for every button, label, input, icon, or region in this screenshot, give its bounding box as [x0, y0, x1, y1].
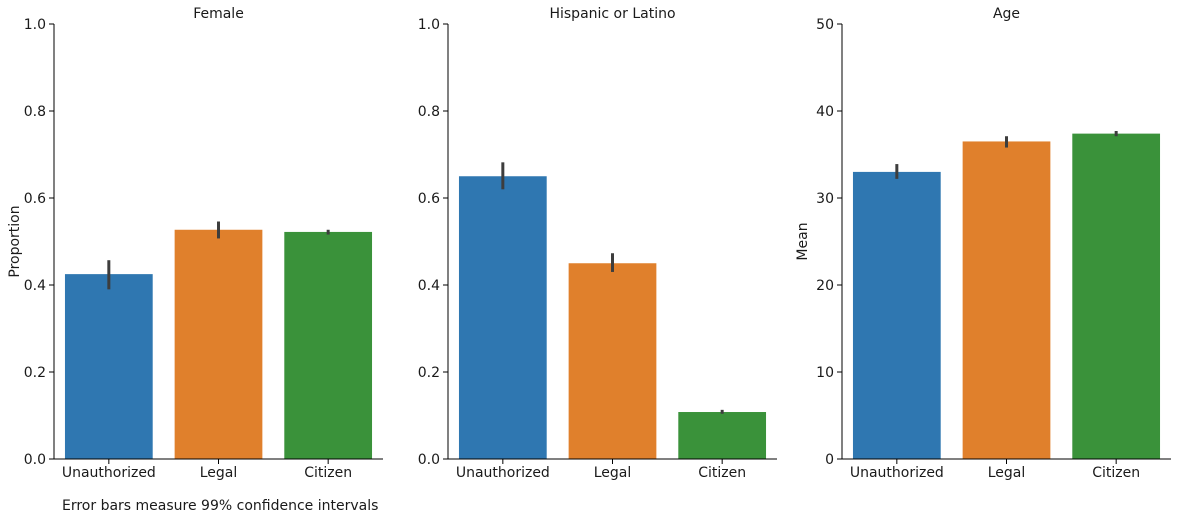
- panel-3-title: Age: [993, 6, 1020, 22]
- panel-3-y-tick-label: 20: [816, 278, 834, 294]
- panel-1-y-tick-label: 0.0: [24, 452, 46, 468]
- panel-1-x-tick-label: Unauthorized: [62, 465, 156, 481]
- panel-1-bar-citizen: [284, 231, 373, 459]
- panel-3-y-tick-label: 0: [825, 452, 834, 468]
- panel-3-y-tick-label: 40: [816, 104, 834, 120]
- panel-2-x-tick-label: Citizen: [698, 465, 746, 481]
- panel-3-bar-citizen: [1072, 133, 1161, 459]
- panel-2-x-tick-label: Unauthorized: [456, 465, 550, 481]
- panel-2-title: Hispanic or Latino: [549, 6, 675, 22]
- panel-2-y-tick-label: 0.2: [418, 365, 440, 381]
- panel-1-y-tick-label: 0.6: [24, 191, 46, 207]
- panel-3-y-axis-label: Mean: [795, 222, 811, 260]
- panel-1-title: Female: [193, 6, 244, 22]
- panel-1-y-axis-label: Proportion: [7, 205, 23, 277]
- panel-1-bar-legal: [174, 229, 263, 459]
- panel-2-y-tick-label: 1.0: [418, 17, 440, 33]
- panel-3-x-tick-label: Legal: [988, 465, 1026, 481]
- panel-2-x-tick-label: Legal: [594, 465, 632, 481]
- panel-1-bar-unauthorized: [64, 274, 153, 459]
- panel-1-y-tick-label: 1.0: [24, 17, 46, 33]
- panel-3-y-tick-label: 10: [816, 365, 834, 381]
- panel-1-x-tick-label: Legal: [200, 465, 238, 481]
- panel-2-bar-unauthorized: [458, 176, 547, 459]
- panel-3-x-tick-label: Citizen: [1092, 465, 1140, 481]
- panel-2-y-tick-label: 0.8: [418, 104, 440, 120]
- panel-1-x-tick-label: Citizen: [304, 465, 352, 481]
- panel-2-y-tick-label: 0.6: [418, 191, 440, 207]
- panel-2-y-tick-label: 0.4: [418, 278, 440, 294]
- panel-3-x-tick-label: Unauthorized: [850, 465, 944, 481]
- panel-3-bar-unauthorized: [852, 171, 941, 459]
- footnote: Error bars measure 99% confidence interv…: [62, 498, 379, 514]
- panel-1-y-tick-label: 0.4: [24, 278, 46, 294]
- panel-2-y-tick-label: 0.0: [418, 452, 440, 468]
- panel-3-bar-legal: [962, 141, 1051, 459]
- panel-2-bar-legal: [568, 263, 657, 459]
- panel-2-bar-citizen: [678, 412, 767, 459]
- panel-1-y-tick-label: 0.8: [24, 104, 46, 120]
- panel-3-y-tick-label: 30: [816, 191, 834, 207]
- panel-3-y-tick-label: 50: [816, 17, 834, 33]
- panel-1-y-tick-label: 0.2: [24, 365, 46, 381]
